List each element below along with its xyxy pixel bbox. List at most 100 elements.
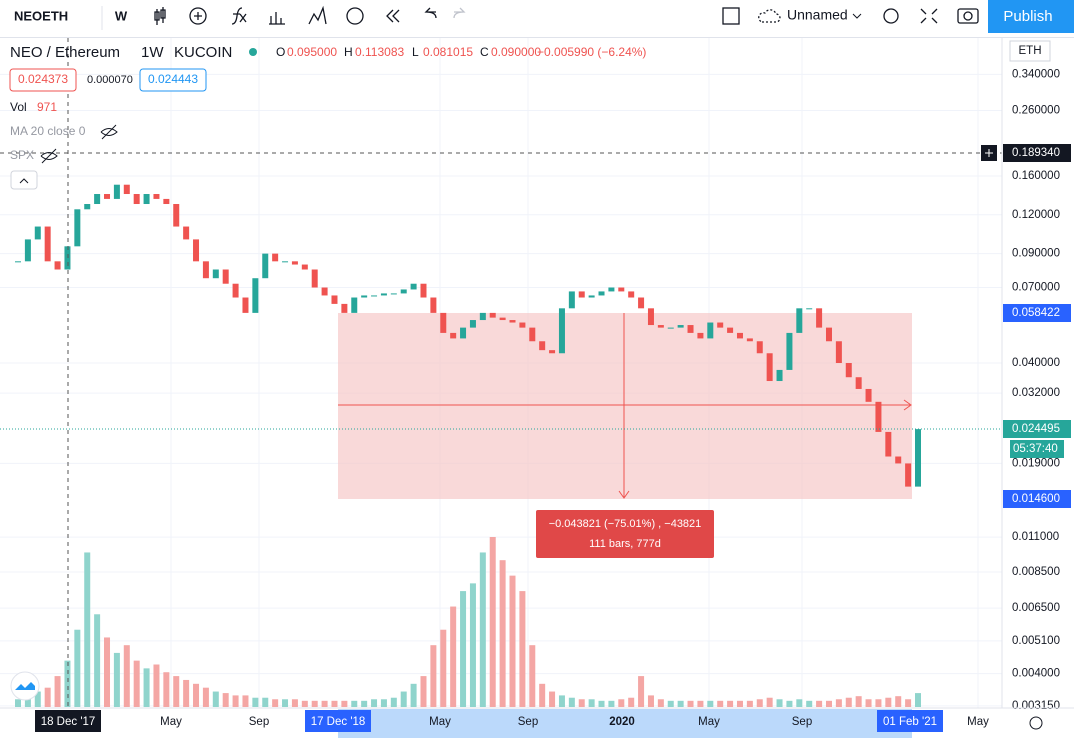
candle [212,269,219,279]
publish-label[interactable]: Publish [1003,8,1052,25]
candle [104,194,111,199]
volume-bar [440,629,447,707]
price-tick-label: 0.340000 [1012,68,1060,80]
candle [54,261,61,270]
ohlc-key: L [412,45,419,59]
time-tick-label: May [698,716,720,728]
candle [232,283,239,298]
crosshair-label [1003,144,1071,162]
ask: 0.024443 [148,72,198,86]
ask-box[interactable] [139,68,207,92]
candle [469,320,476,328]
candle [756,341,763,354]
volume-bar [539,683,546,707]
volume-bar [479,552,486,707]
volume-bar [173,676,180,707]
candle [816,308,823,328]
candle [915,429,921,487]
volume-bar [202,687,209,707]
time-label-box [877,710,943,732]
volume-bar [64,660,71,707]
candles-icon[interactable] [154,7,166,25]
compare-icon[interactable] [308,5,327,25]
volume-bar [895,696,902,707]
volume-bar [222,693,229,707]
settings-icon[interactable] [1029,716,1043,730]
currency-box [1009,40,1051,62]
candle [400,289,407,294]
plot [15,184,921,707]
time-axis: 18 Dec '17 May Sep 17 Dec '18 May Sep 2020 May S… [35,710,989,732]
hide-icon[interactable] [40,148,58,164]
price-tick-label: 0.070000 [1012,282,1060,294]
volume-bar [341,700,348,707]
price-axis: 0.340000 0.260000 0.160000 0.120000 0.090000… [1012,68,1060,712]
volume-bar [489,537,496,707]
fullscreen-select[interactable] [722,7,740,25]
interval[interactable]: W [115,8,128,23]
undo-icon[interactable] [424,7,437,19]
candle [123,184,130,195]
volume-bar [74,629,81,707]
publish-button[interactable] [988,0,1074,33]
camera-icon[interactable] [957,8,979,24]
candle [905,463,912,487]
candle [34,226,41,240]
volume-bar [816,700,823,707]
time-tick-label: Sep [792,716,812,728]
candle [717,322,724,328]
volume-bar [380,699,387,707]
price-tick-label: 0.032000 [1012,387,1060,399]
volume-bar [885,697,892,707]
candle [558,308,565,354]
volume-bar [519,591,526,707]
countdown-box [1010,440,1064,458]
price-tick-label: 0.160000 [1012,170,1060,182]
logo [10,671,40,701]
hide-icon[interactable] [100,124,118,140]
candle [578,291,585,298]
volume-label: Vol [10,100,27,114]
volume-bar [272,699,279,707]
volume-bar [311,700,318,707]
volume-bar [558,695,565,707]
alert-icon[interactable] [346,7,364,25]
time-tick-label: 17 Dec '18 [311,716,366,728]
last-price-label [1003,420,1071,438]
volume-bar [133,660,140,707]
collapse-button[interactable] [10,170,38,190]
candle [865,388,872,402]
replay-icon[interactable] [386,9,400,23]
layout-name[interactable]: Unnamed [787,7,848,23]
candle [825,327,832,342]
volume-bar [400,691,407,707]
candle [677,325,684,328]
volume-bar [44,687,51,707]
candle [687,325,694,333]
volume-bar [865,699,872,707]
settings-icon[interactable] [883,8,899,24]
bid-box[interactable] [9,68,77,92]
time-label-box [35,710,101,732]
indicators-icon[interactable] [189,7,207,25]
candle [173,204,180,227]
volume-bar [845,697,852,707]
volume-bar [915,693,921,707]
status-dot [249,48,257,56]
volume-bar [598,700,605,707]
bars-icon[interactable] [269,12,285,25]
compare-label: SPX [10,148,34,162]
time-tick-label: 01 Feb '21 [883,716,937,728]
candle [321,287,328,296]
candle [163,198,170,205]
fx-icon[interactable] [231,7,247,25]
volume-bar [776,699,783,707]
candle [242,297,249,313]
fullscreen-icon[interactable] [920,8,938,24]
symbol[interactable]: NEOETH [14,8,68,23]
plus-icon [985,149,993,157]
countdown: 05:37:40 [1013,443,1058,455]
logo-mark [15,682,35,690]
candle [895,456,902,464]
volume-bar [549,691,556,707]
